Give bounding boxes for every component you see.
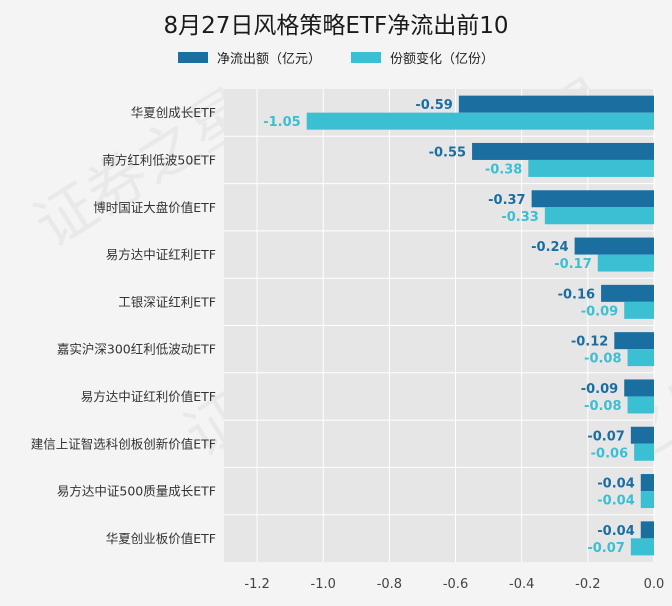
legend-item-netflow: 净流出额（亿元） bbox=[177, 48, 321, 67]
bar-share bbox=[640, 491, 654, 509]
legend-label-share: 份额变化（亿份） bbox=[390, 52, 495, 67]
x-tick-label: -1.0 bbox=[311, 577, 336, 592]
x-tick-label: -0.8 bbox=[377, 577, 402, 592]
x-tick-label: -0.4 bbox=[509, 577, 534, 592]
bar-netflow bbox=[630, 426, 654, 444]
category-label: 南方红利低波50ETF bbox=[102, 152, 216, 167]
x-tick-label: 0.0 bbox=[644, 577, 665, 592]
legend-item-share: 份额变化（亿份） bbox=[351, 48, 494, 67]
data-label-share: -0.09 bbox=[581, 304, 618, 319]
bar-share bbox=[627, 396, 654, 414]
data-label-netflow: -0.37 bbox=[488, 193, 525, 208]
legend-swatch-share bbox=[351, 52, 381, 63]
x-tick-label: -0.2 bbox=[575, 577, 600, 592]
bar-share bbox=[627, 349, 654, 367]
legend-label-netflow: 净流出额（亿元） bbox=[216, 52, 321, 67]
data-label-share: -0.06 bbox=[591, 446, 628, 461]
bar-share bbox=[528, 159, 654, 177]
data-label-netflow: -0.59 bbox=[415, 98, 452, 113]
data-label-share: -0.08 bbox=[584, 399, 621, 414]
bar-share bbox=[306, 112, 654, 130]
legend: 净流出额（亿元） 份额变化（亿份） bbox=[0, 48, 672, 67]
x-tick-label: -1.2 bbox=[244, 577, 269, 592]
bar-share bbox=[634, 443, 654, 461]
bar-netflow bbox=[640, 521, 654, 539]
bar-netflow bbox=[624, 379, 654, 397]
data-label-share: -0.33 bbox=[501, 210, 538, 225]
data-label-share: -0.04 bbox=[597, 494, 634, 509]
bar-netflow bbox=[614, 332, 654, 350]
data-label-netflow: -0.04 bbox=[597, 477, 634, 492]
category-label: 博时国证大盘价值ETF bbox=[93, 200, 216, 215]
category-label: 建信上证智选科创板创新价值ETF bbox=[31, 436, 216, 451]
category-label: 易方达中证500质量成长ETF bbox=[57, 484, 216, 499]
bar-netflow bbox=[472, 142, 654, 160]
chart-title: 8月27日风格策略ETF净流出前10 bbox=[163, 13, 509, 39]
category-label: 华夏创业板价值ETF bbox=[106, 531, 216, 546]
category-label: 嘉实沪深300红利低波动ETF bbox=[57, 342, 216, 357]
data-label-share: -0.07 bbox=[587, 541, 624, 556]
data-label-netflow: -0.07 bbox=[587, 429, 624, 444]
bar-share bbox=[630, 538, 654, 556]
data-label-netflow: -0.24 bbox=[531, 240, 568, 255]
data-label-netflow: -0.55 bbox=[429, 145, 466, 160]
data-label-share: -0.17 bbox=[554, 257, 591, 272]
category-label: 易方达中证红利价值ETF bbox=[81, 389, 216, 404]
bar-netflow bbox=[574, 237, 654, 255]
bar-share bbox=[624, 301, 654, 319]
bar-netflow bbox=[458, 95, 654, 113]
bar-share bbox=[544, 207, 654, 225]
data-label-netflow: -0.04 bbox=[597, 524, 634, 539]
category-label: 易方达中证红利ETF bbox=[106, 247, 216, 262]
data-label-share: -1.05 bbox=[263, 115, 300, 130]
category-label: 工银深证红利ETF bbox=[118, 294, 216, 309]
bar-netflow bbox=[531, 190, 654, 208]
data-label-netflow: -0.09 bbox=[581, 382, 618, 397]
data-label-netflow: -0.16 bbox=[558, 287, 595, 302]
data-label-share: -0.38 bbox=[485, 162, 522, 177]
data-label-netflow: -0.12 bbox=[571, 335, 608, 350]
bar-share bbox=[597, 254, 654, 272]
bar-netflow bbox=[601, 284, 654, 302]
legend-swatch-netflow bbox=[177, 52, 208, 63]
category-label: 华夏创成长ETF bbox=[131, 105, 216, 120]
x-tick-label: -0.6 bbox=[443, 577, 468, 592]
bar-netflow bbox=[640, 474, 654, 492]
data-label-share: -0.08 bbox=[584, 352, 621, 367]
